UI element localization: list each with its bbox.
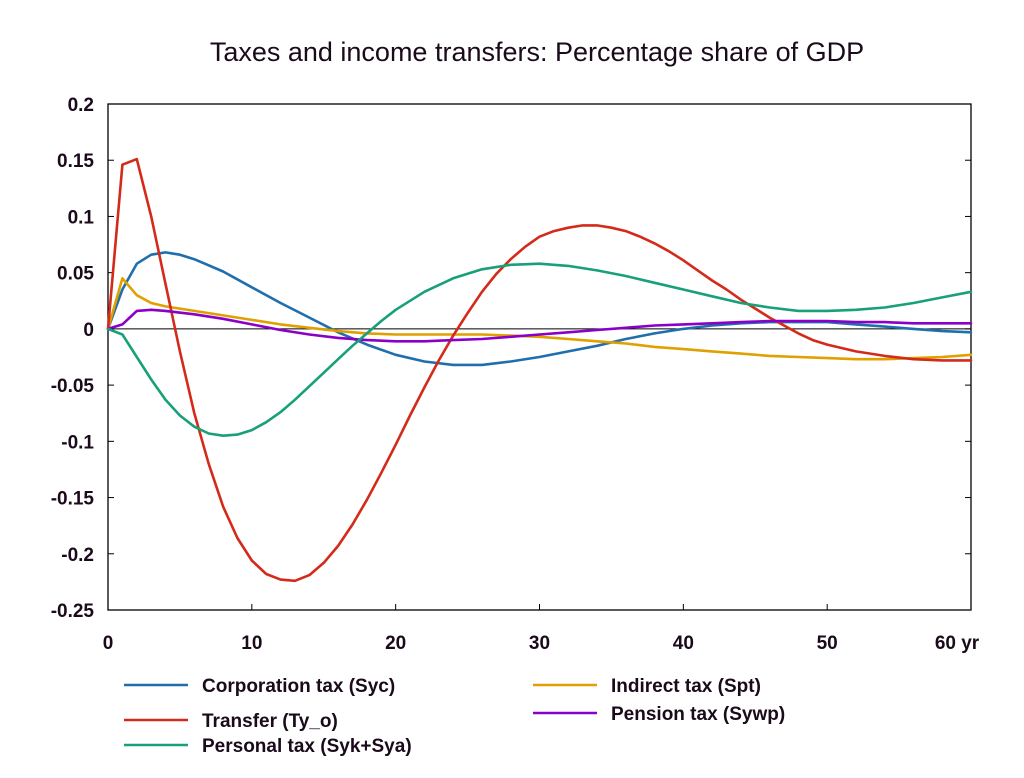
y-tick-label: 0.2 bbox=[68, 95, 94, 116]
legend-label: Personal tax (Syk+Sya) bbox=[202, 736, 412, 757]
y-axis: 0.2 0.15 0.1 0.05 0 -0.05 -0.1 -0.15 -0.2 -0.25 bbox=[51, 95, 971, 622]
x-tick-label: 0 bbox=[103, 633, 114, 654]
x-tick-label: 40 bbox=[673, 633, 694, 654]
series-lines bbox=[106, 157, 973, 583]
y-tick-label: -0.25 bbox=[51, 601, 95, 622]
y-tick-label: 0.15 bbox=[57, 151, 94, 172]
x-tick-label: 60 yr bbox=[935, 633, 980, 654]
y-tick-label: 0.05 bbox=[57, 264, 94, 285]
y-tick-label: 0.1 bbox=[68, 207, 95, 228]
chart-title: Taxes and income transfers: Percentage s… bbox=[210, 37, 864, 67]
series-line-pension-tax-sywp bbox=[106, 308, 973, 343]
x-tick-label: 50 bbox=[817, 633, 838, 654]
x-tick-label: 20 bbox=[385, 633, 406, 654]
series-line-personal-tax-syk-sya bbox=[106, 262, 973, 438]
legend: Corporation tax (Syc) Indirect tax (Spt) T… bbox=[124, 676, 785, 757]
x-axis: 0 10 20 30 40 50 60 yr bbox=[103, 604, 980, 654]
y-tick-label: -0.15 bbox=[51, 489, 95, 510]
y-tick-label: -0.1 bbox=[61, 432, 94, 453]
legend-label: Transfer (Ty_o) bbox=[202, 711, 338, 732]
y-tick-label: 0 bbox=[83, 320, 94, 341]
y-tick-label: -0.2 bbox=[61, 545, 94, 566]
legend-label: Indirect tax (Spt) bbox=[611, 676, 761, 697]
x-tick-label: 30 bbox=[529, 633, 550, 654]
legend-label: Corporation tax (Syc) bbox=[202, 676, 395, 697]
legend-label: Pension tax (Sywp) bbox=[611, 704, 785, 725]
series-line-transfer-ty-o bbox=[106, 157, 973, 583]
x-tick-label: 10 bbox=[241, 633, 262, 654]
y-tick-label: -0.05 bbox=[51, 376, 95, 397]
